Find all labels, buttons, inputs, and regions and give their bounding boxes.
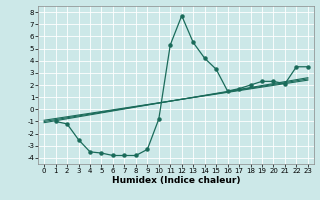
X-axis label: Humidex (Indice chaleur): Humidex (Indice chaleur)	[112, 176, 240, 185]
